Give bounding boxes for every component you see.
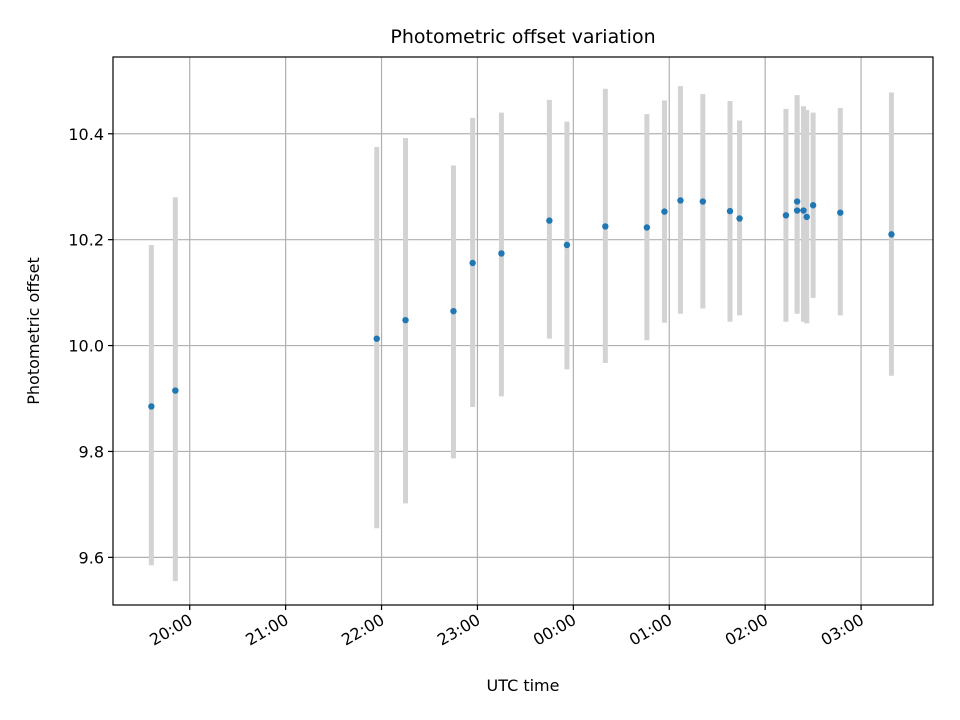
chart-title: Photometric offset variation [390,26,655,48]
data-point [793,207,801,214]
data-point [793,198,801,205]
data-point [498,250,505,257]
data-point [469,259,476,267]
data-point [402,316,409,324]
data-point [643,224,651,231]
data-points [148,197,895,410]
plot-frame [112,56,934,606]
y-tick-label: 10.4 [68,125,104,144]
y-tick-label: 10.2 [68,231,104,250]
data-point [782,212,790,219]
y-tick-label: 9.6 [79,548,104,567]
y-axis-ticks: 9.6 9.8 10.0 10.2 10.4 [68,125,113,567]
data-point [546,217,553,224]
y-tick-label: 9.8 [79,442,104,461]
data-point [563,241,571,249]
data-point [661,208,668,215]
data-point [450,307,457,315]
data-point [602,223,609,230]
data-point [677,197,684,204]
data-point [373,335,380,342]
data-point [726,207,734,215]
data-point [809,202,817,209]
data-point [172,387,179,394]
data-point [803,213,810,221]
data-point [736,215,743,222]
data-point [837,209,844,216]
data-point [800,207,807,214]
y-tick-label: 10.0 [68,337,104,356]
data-point [699,198,707,205]
data-point [888,231,895,238]
y-axis-label: Photometric offset [24,257,43,405]
plot-area-background [113,57,933,605]
x-axis-label: UTC time [487,676,560,695]
data-point [148,403,155,410]
grid-lines [113,57,933,605]
